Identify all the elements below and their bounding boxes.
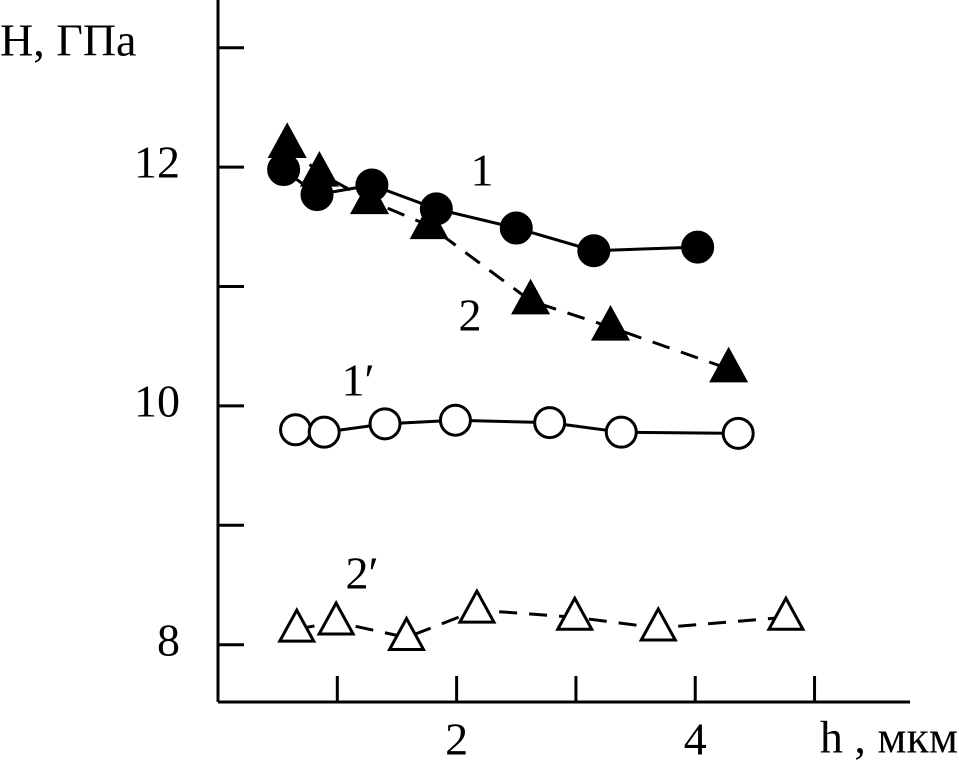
series-label: 1 [471, 145, 494, 196]
marker [349, 178, 390, 215]
marker [555, 595, 595, 631]
y-tick-label: 12 [134, 137, 180, 188]
marker [499, 211, 533, 245]
series-label: 1′ [341, 355, 374, 406]
marker [267, 122, 307, 158]
marker [709, 346, 749, 383]
y-tick-label: 8 [157, 614, 180, 665]
marker [766, 595, 806, 631]
x-tick-label: 4 [684, 714, 707, 765]
x-tick-label: 2 [445, 714, 468, 765]
marker [368, 407, 402, 441]
series-line [296, 608, 787, 640]
x-axis-label: h , мкм [820, 712, 958, 763]
series-line [295, 418, 739, 435]
marker [277, 607, 317, 643]
marker [457, 587, 497, 624]
marker [577, 234, 611, 268]
marker [604, 415, 638, 449]
series-line [286, 143, 730, 371]
marker [638, 605, 678, 642]
marker [299, 150, 339, 187]
marker [307, 415, 341, 449]
series-label: 2′ [345, 548, 378, 599]
marker [316, 599, 356, 636]
marker [267, 153, 301, 187]
y-tick-label: 10 [134, 375, 180, 426]
marker [721, 416, 755, 450]
y-axis-label: H, ГПа [0, 15, 136, 66]
marker [409, 203, 449, 240]
marker [279, 413, 313, 447]
marker [533, 406, 567, 440]
marker [681, 230, 715, 264]
marker [386, 615, 427, 652]
marker [590, 305, 631, 341]
marker [511, 278, 551, 315]
series-label: 2 [459, 290, 482, 341]
marker [438, 403, 472, 437]
